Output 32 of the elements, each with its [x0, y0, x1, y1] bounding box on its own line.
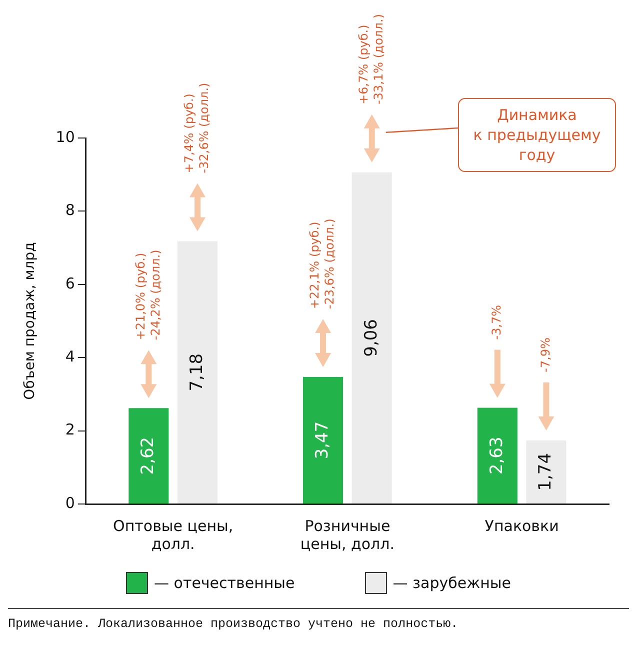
y-tick-label: 0	[65, 494, 75, 512]
annotation: Динамика к предыдущему году	[458, 98, 616, 172]
data-label: 9,06	[361, 319, 382, 357]
legend-label: — зарубежные	[392, 574, 511, 592]
annotation: -3,7%	[490, 304, 504, 340]
annotation: +22,1% (руб.) -23,6% (долл.)	[308, 218, 337, 309]
bar	[477, 408, 518, 504]
annotation: +21,0% (руб.) -24,2% (долл.)	[133, 250, 162, 340]
y-tick-label: 4	[65, 347, 75, 366]
x-tick-label: Оптовые цены, долл.	[113, 516, 234, 553]
bar	[177, 241, 218, 504]
data-label: 7,18	[186, 353, 207, 392]
bar	[303, 377, 344, 504]
data-label: 3,47	[312, 421, 332, 460]
text: Примечание. Локализованное производство учтено не полностью.	[8, 608, 629, 631]
x-tick-label: Розничные цены, долл.	[300, 516, 395, 553]
bar	[128, 408, 169, 504]
bar	[352, 172, 392, 504]
y-tick-label: 2	[65, 420, 75, 439]
legend-label: — отечественные	[154, 574, 295, 592]
x-tick-label: Упаковки	[484, 516, 559, 535]
bar	[526, 440, 566, 504]
annotation: +7,4% (руб.) -32,6% (долл.)	[182, 82, 212, 174]
data-label: 2,62	[138, 436, 158, 475]
y-axis-title: Объем продаж, млрд	[22, 242, 38, 400]
annotation: -7,9%	[538, 337, 552, 372]
y-tick-label: 8	[65, 201, 75, 220]
text: +6,7% (руб.) -33,1% (долл.)	[356, 14, 386, 104]
data-label: 2,63	[486, 436, 507, 475]
y-tick-label: 10	[56, 128, 75, 146]
y-tick-label: 6	[65, 274, 75, 292]
data-label: 1,74	[536, 452, 556, 491]
